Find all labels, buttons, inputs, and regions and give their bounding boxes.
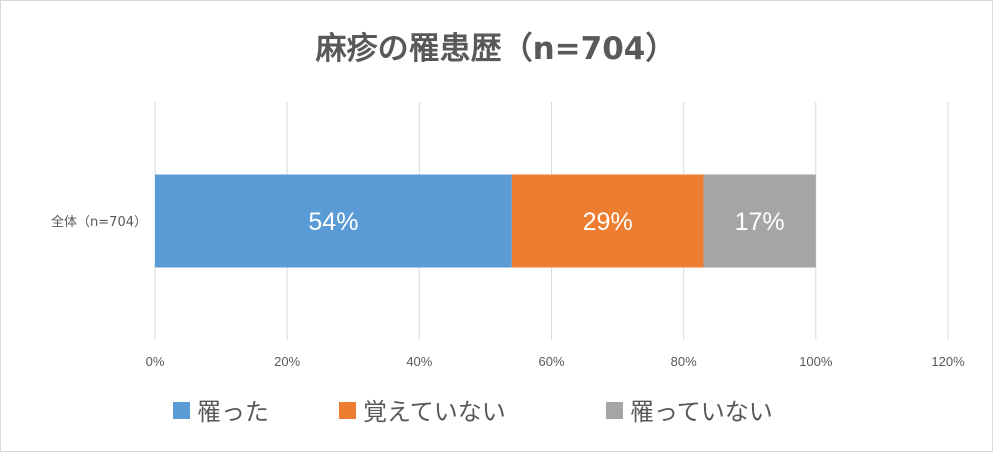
x-tick-label: 120% xyxy=(931,354,965,369)
bar-segment xyxy=(511,174,704,268)
x-axis-ticks: 0% 20% 40% 60% 80% 100% 120% xyxy=(146,354,965,369)
legend-label: 罹った xyxy=(197,398,269,426)
x-tick-label: 20% xyxy=(274,354,300,369)
x-tick-label: 100% xyxy=(799,354,833,369)
chart-title: 麻疹の罹患歴（n=704） xyxy=(316,31,677,67)
category-labels: 全体（n=704） xyxy=(51,214,147,230)
legend-swatch xyxy=(606,402,623,419)
bar-segment xyxy=(155,174,512,268)
legend-swatch xyxy=(339,402,356,419)
legend-swatch xyxy=(173,402,190,419)
data-label: 54% xyxy=(308,208,358,236)
x-tick-label: 40% xyxy=(406,354,432,369)
legend-label: 罹っていない xyxy=(630,398,773,426)
x-tick-label: 80% xyxy=(671,354,697,369)
bar-segment xyxy=(703,174,816,268)
bars: 54% 29% 17% xyxy=(155,174,816,268)
x-tick-label: 60% xyxy=(538,354,564,369)
x-tick-label: 0% xyxy=(146,354,165,369)
data-label: 17% xyxy=(735,208,785,236)
data-label: 29% xyxy=(583,208,633,236)
category-label: 全体（n=704） xyxy=(51,214,147,230)
legend: 罹った 覚えていない 罹っていない xyxy=(173,398,773,426)
legend-label: 覚えていない xyxy=(363,398,506,426)
